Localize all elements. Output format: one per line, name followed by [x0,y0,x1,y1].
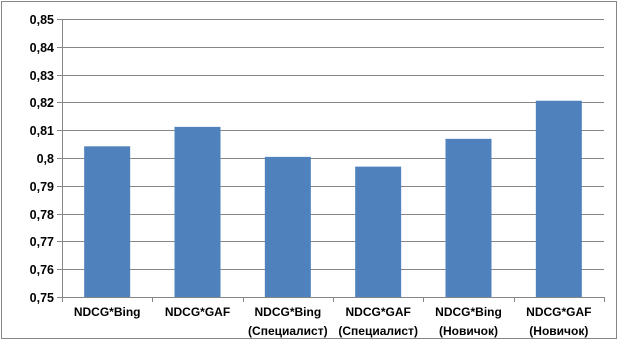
x-tick-label: NDCG*Bing (Новичок) [435,305,502,338]
bar [175,127,221,297]
y-tick-label: 0,82 [30,96,54,110]
bar [536,101,582,297]
y-tick-label: 0,84 [30,41,54,55]
y-tick-label: 0,75 [30,291,54,305]
x-tick-label: NDCG*Bing [74,305,141,319]
bar [84,146,130,297]
x-tick-label: NDCG*GAF [165,305,230,319]
gridlines [62,20,604,270]
y-tick-label: 0,83 [30,69,54,83]
y-tick-label: 0,77 [30,235,54,249]
y-tick-label: 0,85 [30,13,54,27]
y-tick-label: 0,78 [30,208,54,222]
y-tick-label: 0,76 [30,263,54,277]
bar [355,167,401,297]
y-tick-labels: 0,75 0,76 0,77 0,78 0,79 0,8 0,81 0,82 0,83 0,84 0… [30,13,54,305]
axes [57,19,605,302]
bar [446,139,492,297]
x-tick-label: NDCG*Bing (Специалист) [248,305,328,338]
x-tick-labels: NDCG*Bing NDCG*GAF NDCG*Bing (Специалист) ND… [74,305,592,338]
y-tick-label: 0,81 [30,124,54,138]
x-tick-label: NDCG*GAF (Новичок) [526,305,591,338]
y-tick-label: 0,79 [30,180,54,194]
x-tick-label: NDCG*GAF (Специалист) [338,305,418,338]
y-tick-label: 0,8 [37,152,54,166]
bar [265,157,311,297]
